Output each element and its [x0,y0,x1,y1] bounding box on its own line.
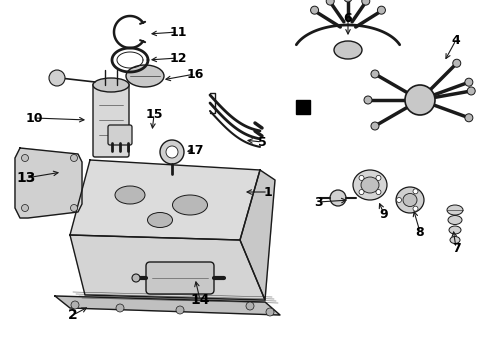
Text: 7: 7 [452,242,461,255]
Circle shape [49,70,65,86]
Text: 15: 15 [145,108,163,122]
Circle shape [371,122,379,130]
Ellipse shape [93,78,129,92]
Ellipse shape [396,187,424,213]
Circle shape [326,0,334,5]
Circle shape [362,0,370,5]
Circle shape [311,6,319,14]
FancyBboxPatch shape [108,125,132,145]
Text: 1: 1 [264,185,272,198]
Ellipse shape [126,65,164,87]
Circle shape [413,206,418,211]
Circle shape [160,140,184,164]
Circle shape [359,190,364,194]
Ellipse shape [353,170,387,200]
Text: 5: 5 [258,135,267,148]
Text: 13: 13 [16,171,36,185]
Circle shape [465,114,473,122]
Ellipse shape [448,216,462,225]
Text: 6: 6 [343,12,352,24]
Polygon shape [70,160,260,240]
Text: 16: 16 [186,68,204,81]
Text: 8: 8 [416,225,424,238]
Ellipse shape [447,205,463,215]
Circle shape [176,306,184,314]
Circle shape [71,204,77,211]
Circle shape [371,70,379,78]
Ellipse shape [403,194,417,207]
FancyBboxPatch shape [146,262,214,294]
Ellipse shape [361,177,379,193]
Circle shape [465,78,473,86]
Circle shape [330,190,346,206]
Circle shape [453,59,461,67]
Circle shape [166,146,178,158]
Circle shape [467,87,475,95]
Circle shape [359,175,364,180]
Circle shape [71,154,77,162]
Polygon shape [70,235,265,300]
Circle shape [246,302,254,310]
Circle shape [71,301,79,309]
Circle shape [22,204,28,211]
Circle shape [22,154,28,162]
Circle shape [266,308,274,316]
Ellipse shape [147,212,172,228]
Text: 10: 10 [25,112,43,125]
Ellipse shape [450,237,460,243]
Ellipse shape [405,85,435,115]
Circle shape [364,96,372,104]
Polygon shape [296,100,310,114]
Text: 12: 12 [169,51,187,64]
Text: 4: 4 [452,33,461,46]
Circle shape [413,189,418,194]
Circle shape [396,198,401,202]
Circle shape [116,304,124,312]
Polygon shape [15,148,82,218]
Circle shape [376,190,381,194]
Circle shape [377,6,386,14]
Circle shape [344,0,352,2]
Ellipse shape [115,186,145,204]
Text: 14: 14 [190,293,210,307]
FancyBboxPatch shape [93,83,129,157]
Text: 9: 9 [380,207,388,220]
Text: 3: 3 [314,195,322,208]
Polygon shape [55,296,280,315]
Ellipse shape [449,226,461,234]
Ellipse shape [334,41,362,59]
Ellipse shape [132,274,140,282]
Ellipse shape [172,195,207,215]
Polygon shape [240,170,275,300]
Text: 2: 2 [68,308,78,322]
Text: 11: 11 [169,26,187,39]
Circle shape [376,175,381,180]
Text: 17: 17 [186,144,204,157]
